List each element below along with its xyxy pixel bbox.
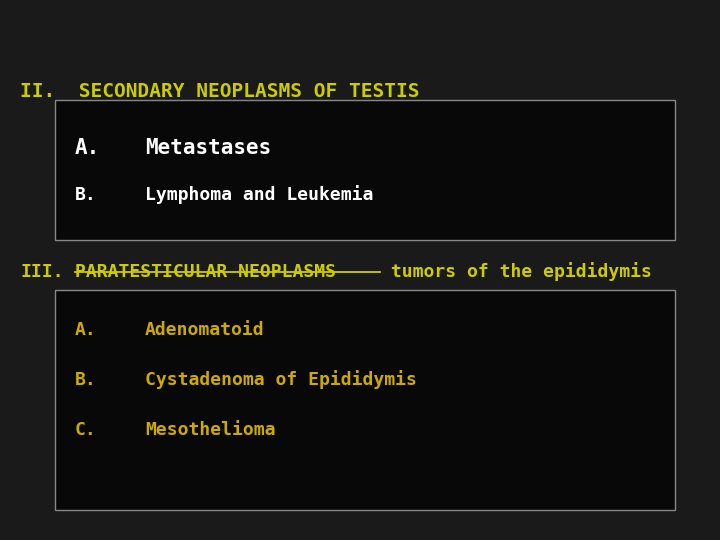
Text: Lymphoma and Leukemia: Lymphoma and Leukemia [145,186,374,205]
FancyBboxPatch shape [55,290,675,510]
FancyBboxPatch shape [55,100,675,240]
Text: C.: C. [75,421,96,439]
Text: tumors of the epididymis: tumors of the epididymis [380,262,652,281]
Text: B.: B. [75,186,96,204]
Text: Metastases: Metastases [145,138,271,158]
Text: Mesothelioma: Mesothelioma [145,421,276,439]
Text: Adenomatoid: Adenomatoid [145,321,265,339]
Text: II.  SECONDARY NEOPLASMS OF TESTIS: II. SECONDARY NEOPLASMS OF TESTIS [20,82,420,101]
Text: Cystadenoma of Epididymis: Cystadenoma of Epididymis [145,370,417,389]
Text: A.: A. [75,138,100,158]
Text: III.: III. [20,263,63,281]
Text: B.: B. [75,371,96,389]
Text: A.: A. [75,321,96,339]
Text: PARATESTICULAR NEOPLASMS: PARATESTICULAR NEOPLASMS [75,263,336,281]
